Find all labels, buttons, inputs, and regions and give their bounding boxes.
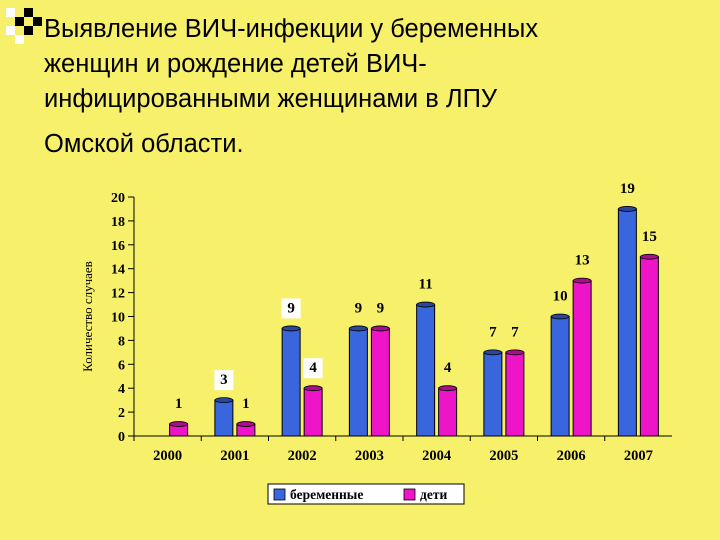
bar-cap (281, 325, 301, 332)
data-label: 10 (553, 289, 568, 305)
bar (438, 387, 458, 437)
bar (572, 280, 592, 437)
bar (303, 387, 323, 437)
bar-cap (639, 253, 659, 260)
data-label-box (303, 358, 323, 379)
x-tick-label: 2004 (422, 448, 451, 464)
legend-swatch (403, 488, 416, 501)
data-label: 9 (355, 300, 363, 316)
data-label: 4 (309, 360, 317, 376)
y-tick-label: 0 (118, 430, 125, 445)
bar (505, 351, 525, 437)
data-label: 9 (377, 300, 385, 316)
data-label-box (281, 298, 301, 319)
legend-label: беременные (290, 487, 363, 502)
bar (281, 327, 301, 437)
bar-cap (416, 301, 436, 308)
y-tick-label: 10 (111, 311, 125, 326)
bar-cap (303, 385, 323, 392)
bar-cap (370, 325, 390, 332)
bar (416, 304, 436, 437)
bar-cap (169, 421, 189, 427)
bar (370, 327, 390, 437)
bar-cap (214, 397, 234, 404)
bar (214, 399, 234, 437)
x-tick-label: 2006 (557, 448, 586, 464)
y-tick-label: 20 (111, 191, 125, 206)
y-tick-label: 4 (118, 382, 125, 397)
x-tick-label: 2001 (220, 448, 249, 464)
bar (348, 327, 368, 437)
bar (550, 316, 570, 437)
title-line-1: Выявление ВИЧ-инфекции у беременных (44, 15, 539, 43)
data-label: 15 (642, 229, 657, 245)
data-label: 11 (419, 277, 433, 293)
data-label: 1 (175, 396, 183, 412)
data-label: 1 (242, 396, 250, 412)
x-tick-label: 2002 (288, 448, 317, 464)
x-tick-label: 2000 (153, 448, 182, 464)
slide-title: Выявление ВИЧ-инфекции у беременных женщ… (44, 12, 704, 162)
data-label: 13 (575, 253, 590, 269)
bar (639, 256, 659, 437)
title-line-3: инфицированными женщинами в ЛПУ (44, 85, 498, 113)
bullet-icon (6, 8, 42, 44)
data-label: 7 (511, 324, 519, 340)
data-label: 9 (287, 300, 295, 316)
y-tick-label: 8 (118, 334, 125, 349)
bar-cap (505, 349, 525, 356)
bar-cap (348, 325, 368, 332)
bar-cap (572, 277, 592, 284)
y-tick-label: 14 (111, 263, 125, 278)
bar-cap (617, 206, 637, 212)
data-label: 19 (620, 181, 635, 197)
bar (483, 351, 503, 437)
bar (617, 208, 637, 437)
y-axis-label: Количество случаев (80, 261, 95, 372)
x-tick-label: 2007 (624, 448, 653, 464)
bar-cap (438, 385, 458, 392)
data-label: 7 (489, 324, 497, 340)
legend-swatch (273, 488, 286, 501)
data-label: 4 (444, 360, 452, 376)
bar-cap (236, 421, 256, 427)
y-tick-label: 12 (111, 287, 125, 302)
y-tick-label: 2 (118, 406, 125, 421)
x-tick-label: 2005 (489, 448, 518, 464)
legend-label: дети (420, 487, 447, 502)
title-line-4: Омской области. (44, 130, 244, 158)
x-tick-label: 2003 (355, 448, 384, 464)
bar-cap (483, 349, 503, 356)
bar-cap (550, 313, 570, 320)
y-tick-label: 16 (111, 239, 125, 254)
y-tick-label: 18 (111, 215, 125, 230)
y-tick-label: 6 (118, 358, 125, 373)
data-label-box (214, 370, 234, 391)
data-label: 3 (220, 372, 228, 388)
title-line-2: женщин и рождение детей ВИЧ- (44, 50, 427, 78)
